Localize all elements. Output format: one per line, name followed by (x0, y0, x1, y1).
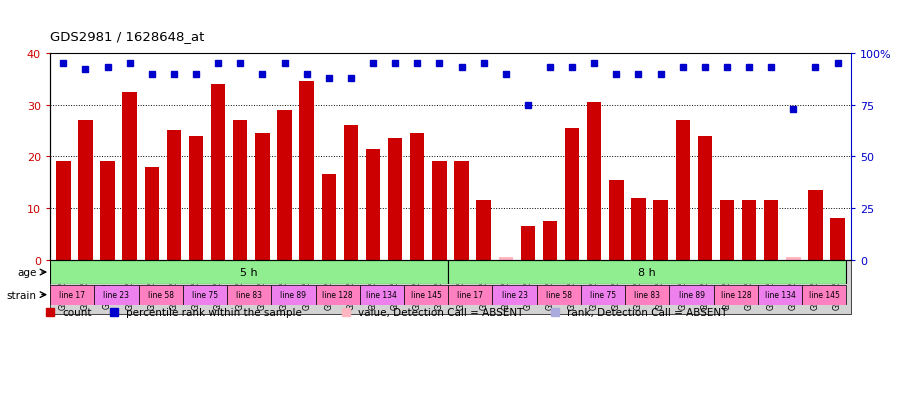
Bar (521, 227, 535, 260)
Text: strain: strain (6, 290, 36, 300)
Bar (537, 285, 581, 305)
Bar (50, 261, 449, 284)
Text: line 58: line 58 (546, 290, 571, 299)
Text: line 23: line 23 (104, 290, 129, 299)
Text: line 128: line 128 (721, 290, 751, 299)
Bar (454, 162, 469, 260)
Bar (56, 162, 70, 260)
Bar (344, 126, 359, 260)
Bar (100, 162, 115, 260)
Bar (432, 162, 447, 260)
Bar (587, 103, 602, 260)
Text: line 75: line 75 (192, 290, 218, 299)
Text: 5 h: 5 h (240, 267, 258, 278)
Bar (299, 82, 314, 260)
Bar (211, 85, 226, 260)
Bar (581, 285, 625, 305)
Bar (359, 285, 404, 305)
Text: GDS2981 / 1628648_at: GDS2981 / 1628648_at (50, 31, 205, 43)
Bar (227, 285, 271, 305)
Text: line 83: line 83 (236, 290, 262, 299)
Text: line 23: line 23 (501, 290, 528, 299)
Bar (123, 93, 136, 260)
Bar (449, 261, 846, 284)
Bar (388, 139, 402, 260)
Bar (609, 180, 623, 260)
Bar (625, 285, 670, 305)
Bar (742, 201, 756, 260)
Text: line 58: line 58 (147, 290, 174, 299)
Text: 8 h: 8 h (639, 267, 656, 278)
Text: line 128: line 128 (322, 290, 353, 299)
Bar (542, 221, 557, 260)
Bar (78, 121, 93, 260)
Bar (145, 167, 159, 260)
Bar (233, 121, 248, 260)
Bar (404, 285, 449, 305)
Text: line 134: line 134 (764, 290, 795, 299)
Text: line 89: line 89 (679, 290, 704, 299)
Bar (321, 175, 336, 260)
Bar (316, 285, 359, 305)
Bar (786, 258, 801, 260)
Bar (565, 128, 580, 260)
Bar (720, 201, 734, 260)
Bar (675, 121, 690, 260)
Bar (499, 258, 513, 260)
Bar (698, 136, 712, 260)
Bar (808, 190, 823, 260)
Bar (653, 201, 668, 260)
Bar (167, 131, 181, 260)
Bar (271, 285, 316, 305)
Text: value, Detection Call = ABSENT: value, Detection Call = ABSENT (359, 307, 524, 317)
Bar (189, 136, 203, 260)
Bar (764, 201, 778, 260)
Bar (758, 285, 803, 305)
Bar (670, 285, 713, 305)
Bar (803, 285, 846, 305)
Bar (95, 285, 138, 305)
Text: line 145: line 145 (809, 290, 840, 299)
Bar (713, 285, 758, 305)
Bar (477, 201, 490, 260)
Bar (632, 198, 646, 260)
Bar (255, 134, 269, 260)
Text: age: age (17, 267, 36, 278)
Bar (278, 110, 292, 260)
Text: line 89: line 89 (280, 290, 307, 299)
Text: percentile rank within the sample: percentile rank within the sample (126, 307, 302, 317)
Bar (831, 219, 844, 260)
Text: line 75: line 75 (590, 290, 616, 299)
Text: line 145: line 145 (410, 290, 441, 299)
Text: line 83: line 83 (634, 290, 661, 299)
Bar (410, 134, 424, 260)
Text: line 17: line 17 (458, 290, 483, 299)
Bar (449, 285, 492, 305)
Text: line 134: line 134 (367, 290, 398, 299)
Bar (492, 285, 537, 305)
Text: line 17: line 17 (59, 290, 86, 299)
Bar (50, 285, 95, 305)
Bar (366, 149, 380, 260)
Bar (138, 285, 183, 305)
Text: count: count (62, 307, 92, 317)
Bar (183, 285, 227, 305)
Text: rank, Detection Call = ABSENT: rank, Detection Call = ABSENT (567, 307, 727, 317)
